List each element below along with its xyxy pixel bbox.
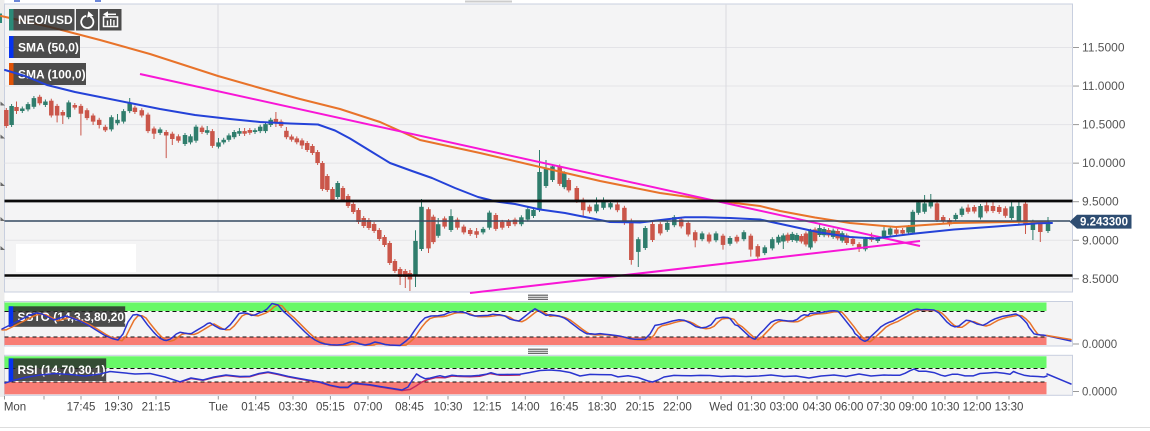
svg-text:0.0000: 0.0000 <box>1082 339 1117 351</box>
svg-text:0.0000: 0.0000 <box>1082 387 1117 399</box>
svg-text:09:00: 09:00 <box>899 402 928 414</box>
svg-text:9.5000: 9.5000 <box>1082 195 1119 209</box>
svg-text:Mon: Mon <box>4 402 26 414</box>
svg-text:11.5000: 11.5000 <box>1082 41 1125 55</box>
svg-text:19:30: 19:30 <box>104 402 133 414</box>
svg-text:07:30: 07:30 <box>867 402 896 414</box>
svg-text:Tue: Tue <box>209 402 228 414</box>
svg-text:SSTO (14,3,3,80,20): SSTO (14,3,3,80,20) <box>18 310 129 324</box>
svg-text:03:30: 03:30 <box>279 402 308 414</box>
svg-text:10.5000: 10.5000 <box>1082 118 1126 132</box>
svg-text:NEO/USD: NEO/USD <box>18 13 73 27</box>
svg-text:01:30: 01:30 <box>737 402 766 414</box>
svg-text:10:30: 10:30 <box>931 402 960 414</box>
svg-text:10.0000: 10.0000 <box>1082 156 1126 170</box>
svg-text:10:30: 10:30 <box>434 402 463 414</box>
svg-text:SMA (50,0): SMA (50,0) <box>18 40 79 54</box>
svg-text:12:00: 12:00 <box>963 402 992 414</box>
svg-text:04:30: 04:30 <box>803 402 832 414</box>
svg-text:18:30: 18:30 <box>588 402 617 414</box>
svg-text:08:45: 08:45 <box>395 402 424 414</box>
svg-text:11.0000: 11.0000 <box>1082 79 1125 93</box>
svg-text:22:00: 22:00 <box>663 402 692 414</box>
svg-text:RSI (14,70,30,1): RSI (14,70,30,1) <box>18 363 106 377</box>
svg-text:17:45: 17:45 <box>67 402 96 414</box>
svg-text:SMA (100,0): SMA (100,0) <box>18 67 86 81</box>
svg-text:05:15: 05:15 <box>316 402 345 414</box>
svg-text:06:00: 06:00 <box>835 402 864 414</box>
svg-text:14:00: 14:00 <box>511 402 540 414</box>
svg-text:8.5000: 8.5000 <box>1082 272 1119 286</box>
svg-text:07:00: 07:00 <box>354 402 383 414</box>
svg-text:9.243300: 9.243300 <box>1080 217 1128 229</box>
svg-text:12:15: 12:15 <box>473 402 502 414</box>
svg-text:16:45: 16:45 <box>550 402 579 414</box>
svg-text:21:15: 21:15 <box>142 402 171 414</box>
svg-text:13:30: 13:30 <box>995 402 1024 414</box>
svg-text:20:15: 20:15 <box>626 402 655 414</box>
svg-text:01:45: 01:45 <box>241 402 270 414</box>
svg-text:9.0000: 9.0000 <box>1082 233 1119 247</box>
svg-text:03:00: 03:00 <box>770 402 799 414</box>
svg-text:Wed: Wed <box>709 402 732 414</box>
